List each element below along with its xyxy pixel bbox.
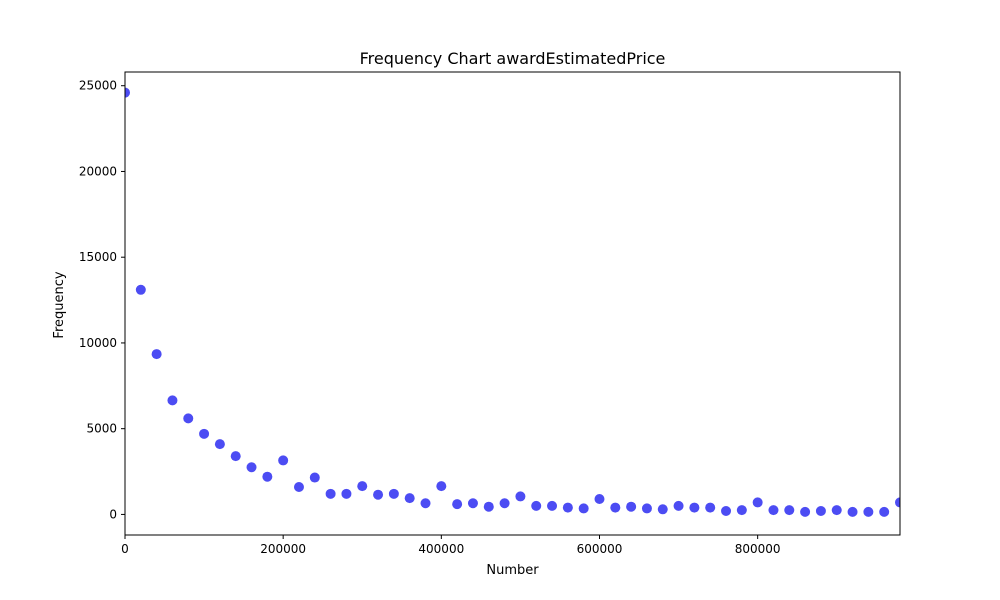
- y-tick-label: 0: [109, 507, 117, 521]
- data-point: [721, 505, 732, 516]
- data-point: [863, 506, 874, 517]
- data-point: [199, 428, 210, 439]
- data-point: [768, 505, 779, 516]
- data-point: [736, 505, 747, 516]
- data-point: [341, 488, 352, 499]
- data-point: [125, 87, 130, 98]
- data-point: [515, 491, 526, 502]
- chart-title: Frequency Chart awardEstimatedPrice: [360, 49, 666, 68]
- data-point: [531, 500, 542, 511]
- data-point: [784, 505, 795, 516]
- data-point: [452, 499, 463, 510]
- x-tick-label: 0: [121, 542, 129, 556]
- data-point: [420, 498, 431, 509]
- data-point: [673, 500, 684, 511]
- y-axis-label: Frequency: [52, 271, 67, 338]
- data-point: [895, 497, 900, 508]
- data-point: [293, 481, 304, 492]
- data-point: [436, 481, 447, 492]
- y-tick-label: 25000: [79, 79, 117, 93]
- data-point: [167, 395, 178, 406]
- data-point: [641, 503, 652, 514]
- data-point: [404, 493, 415, 504]
- x-tick-label: 600000: [577, 542, 623, 556]
- data-point: [815, 505, 826, 516]
- data-point: [373, 489, 384, 500]
- data-point: [831, 505, 842, 516]
- y-tick-label: 10000: [79, 336, 117, 350]
- plot-frame: [124, 71, 901, 536]
- y-tick-label: 5000: [86, 422, 117, 436]
- x-tick-label: 400000: [418, 542, 464, 556]
- x-tick-label: 800000: [735, 542, 781, 556]
- data-point: [800, 506, 811, 517]
- data-points: [125, 87, 900, 517]
- data-point: [214, 439, 225, 450]
- data-point: [626, 501, 637, 512]
- data-point: [262, 471, 273, 482]
- y-tick-label: 15000: [79, 250, 117, 264]
- data-point: [547, 500, 558, 511]
- data-point: [246, 462, 257, 473]
- data-point: [483, 501, 494, 512]
- data-point: [657, 504, 668, 515]
- data-point: [278, 455, 289, 466]
- data-point: [183, 413, 194, 424]
- data-point: [705, 502, 716, 513]
- data-point: [309, 472, 320, 483]
- data-point: [357, 481, 368, 492]
- axis-ticks: 0 200000 400000 600000 800000 0 5000 10000 15000…: [79, 79, 781, 556]
- data-point: [230, 451, 241, 462]
- x-tick-label: 200000: [260, 542, 306, 556]
- data-point: [499, 498, 510, 509]
- data-point: [325, 488, 336, 499]
- x-axis-label: Number: [486, 563, 539, 578]
- y-tick-label: 20000: [79, 164, 117, 178]
- data-point: [151, 349, 162, 360]
- data-point: [135, 284, 146, 295]
- data-point: [388, 488, 399, 499]
- data-point: [847, 506, 858, 517]
- data-point: [689, 502, 700, 513]
- data-point: [879, 506, 890, 517]
- data-point: [594, 493, 605, 504]
- data-point: [610, 502, 621, 513]
- data-point: [578, 503, 589, 514]
- data-point: [752, 497, 763, 508]
- data-point: [562, 502, 573, 513]
- data-point: [467, 498, 478, 509]
